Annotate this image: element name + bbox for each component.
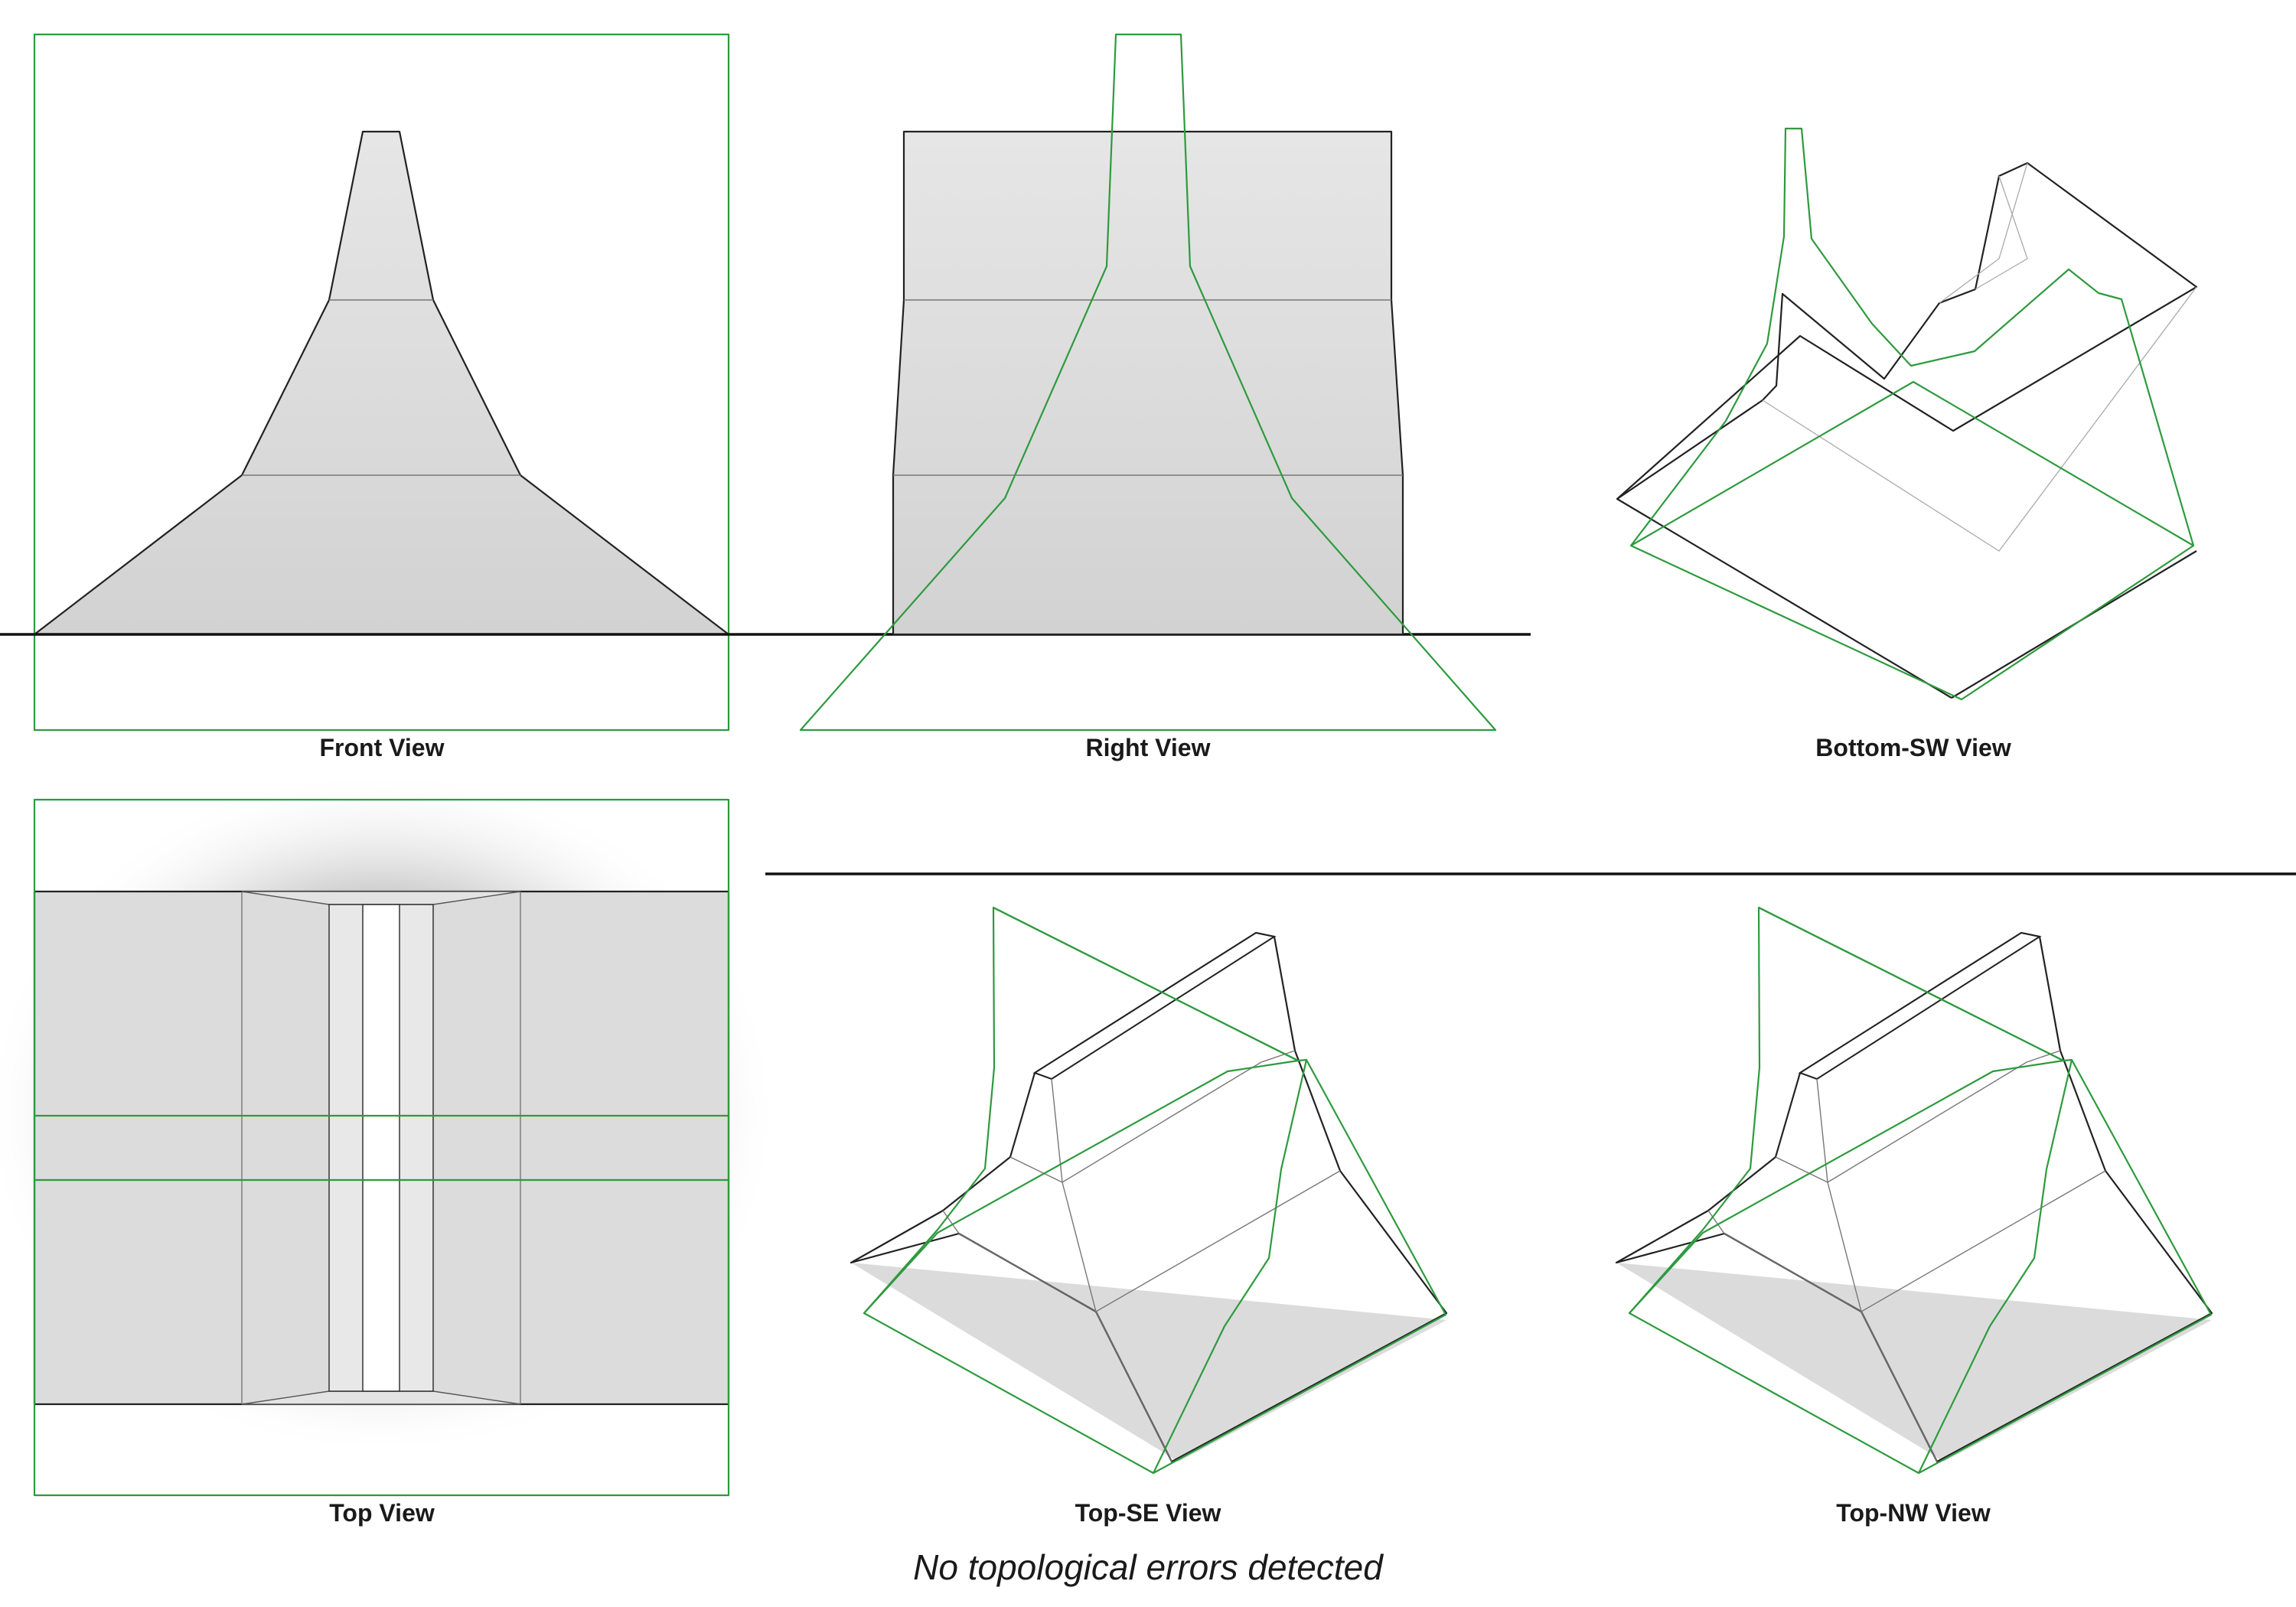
top-nw-bounding-box xyxy=(1628,906,2073,1475)
top-se-ridge-top xyxy=(1032,931,1277,1081)
right-bounding-box xyxy=(799,33,1497,732)
bottom-sw-view: Bottom-SW View xyxy=(1616,127,2198,761)
status-message: No topological errors detected xyxy=(913,1547,1384,1587)
top-nw-view: Top-NW View xyxy=(1615,906,2213,1527)
top-se-bounding-box xyxy=(863,906,1308,1475)
bottom-sw-bbox-inner xyxy=(1630,380,2194,546)
top-se-edge-f xyxy=(1095,1311,1172,1462)
top-view: Top View xyxy=(0,768,780,1527)
right-view: Right View xyxy=(799,33,1497,761)
top-nw-shadow xyxy=(1616,1263,2212,1462)
top-nw-bbox-top xyxy=(1758,907,2064,1061)
top-se-edge-c xyxy=(1009,1156,1063,1183)
top-nw-bbox-right xyxy=(1918,1059,2213,1474)
top-se-bbox-top xyxy=(993,907,1299,1061)
top-ridge-crest xyxy=(362,904,400,1392)
top-se-view: Top-SE View xyxy=(850,906,1448,1527)
bottom-sw-ridge-edge xyxy=(1939,162,2028,304)
top-nw-bbox-inner xyxy=(1629,1059,2064,1314)
top-nw-edge-f xyxy=(1861,1311,1938,1462)
top-bounding-box xyxy=(33,798,730,1497)
front-view-label: Front View xyxy=(320,734,445,761)
bottom-sw-inner-edge xyxy=(1762,286,2197,552)
top-nw-edge-b xyxy=(1827,1050,2061,1183)
top-se-view-label: Top-SE View xyxy=(1075,1499,1221,1527)
front-bounding-box xyxy=(33,33,730,732)
bottom-sw-ridge-edge-2 xyxy=(1975,175,2028,290)
top-se-edge-e xyxy=(942,1210,960,1234)
top-se-bbox-right xyxy=(1153,1059,1447,1474)
bottom-sw-base-edge xyxy=(1616,498,1952,699)
top-nw-view-label: Top-NW View xyxy=(1836,1499,1991,1527)
top-se-edge-a xyxy=(1051,1078,1097,1312)
top-se-bbox-inner xyxy=(863,1059,1299,1314)
top-se-shadow xyxy=(851,1263,1446,1462)
top-se-edge-b xyxy=(1062,1050,1296,1183)
top-nw-edge-e xyxy=(1707,1210,1725,1234)
bottom-sw-bounding-box xyxy=(1629,127,2195,701)
top-nw-ridge-top xyxy=(1798,931,2042,1081)
front-profile xyxy=(33,130,730,636)
right-profile xyxy=(892,130,1404,636)
right-view-label: Right View xyxy=(1086,734,1211,761)
top-view-label: Top View xyxy=(329,1499,435,1527)
bottom-sw-view-label: Bottom-SW View xyxy=(1815,734,2011,761)
top-nw-edge-a xyxy=(1816,1078,1862,1312)
top-nw-edge-c xyxy=(1775,1156,1828,1183)
